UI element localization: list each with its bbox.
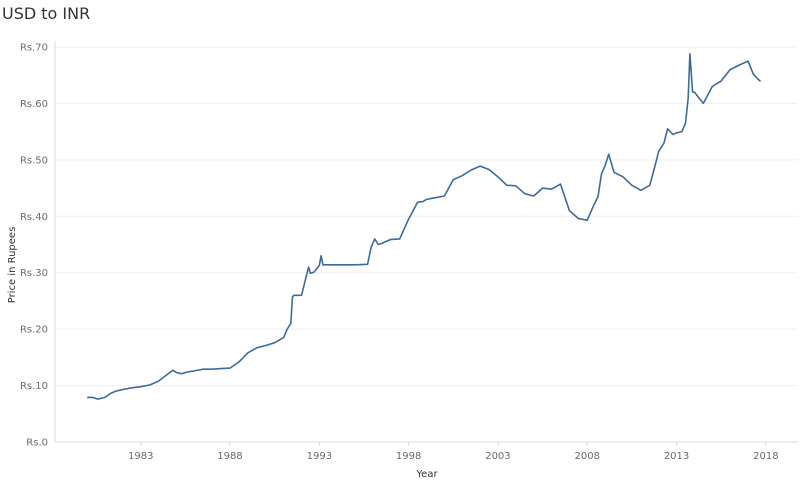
x-tick-label: 2013: [664, 451, 689, 462]
series-line: [87, 52, 762, 400]
x-tick-label: 2008: [575, 451, 600, 462]
y-tick-label: Rs.10: [20, 381, 48, 392]
y-tick-label: Rs.20: [20, 325, 48, 336]
x-axis-label: Year: [415, 469, 438, 480]
x-tick-label: 1993: [307, 451, 332, 462]
x-tick-label: 2018: [753, 451, 778, 462]
x-tick-label: 2003: [485, 451, 510, 462]
x-tick-label: 1983: [128, 451, 153, 462]
y-tick-label: Rs.30: [20, 268, 48, 279]
y-tick-label: Rs.40: [20, 212, 48, 223]
y-axis-label: Price in Rupees: [7, 227, 18, 304]
y-tick-label: Rs.60: [20, 99, 48, 110]
y-tick-label: Rs.0: [26, 438, 48, 449]
y-tick-label: Rs.50: [20, 155, 48, 166]
y-tick-label: Rs.70: [20, 43, 48, 54]
x-tick-label: 1998: [396, 451, 421, 462]
chart-title: USD to INR: [2, 4, 91, 23]
x-tick-label: 1988: [217, 451, 242, 462]
